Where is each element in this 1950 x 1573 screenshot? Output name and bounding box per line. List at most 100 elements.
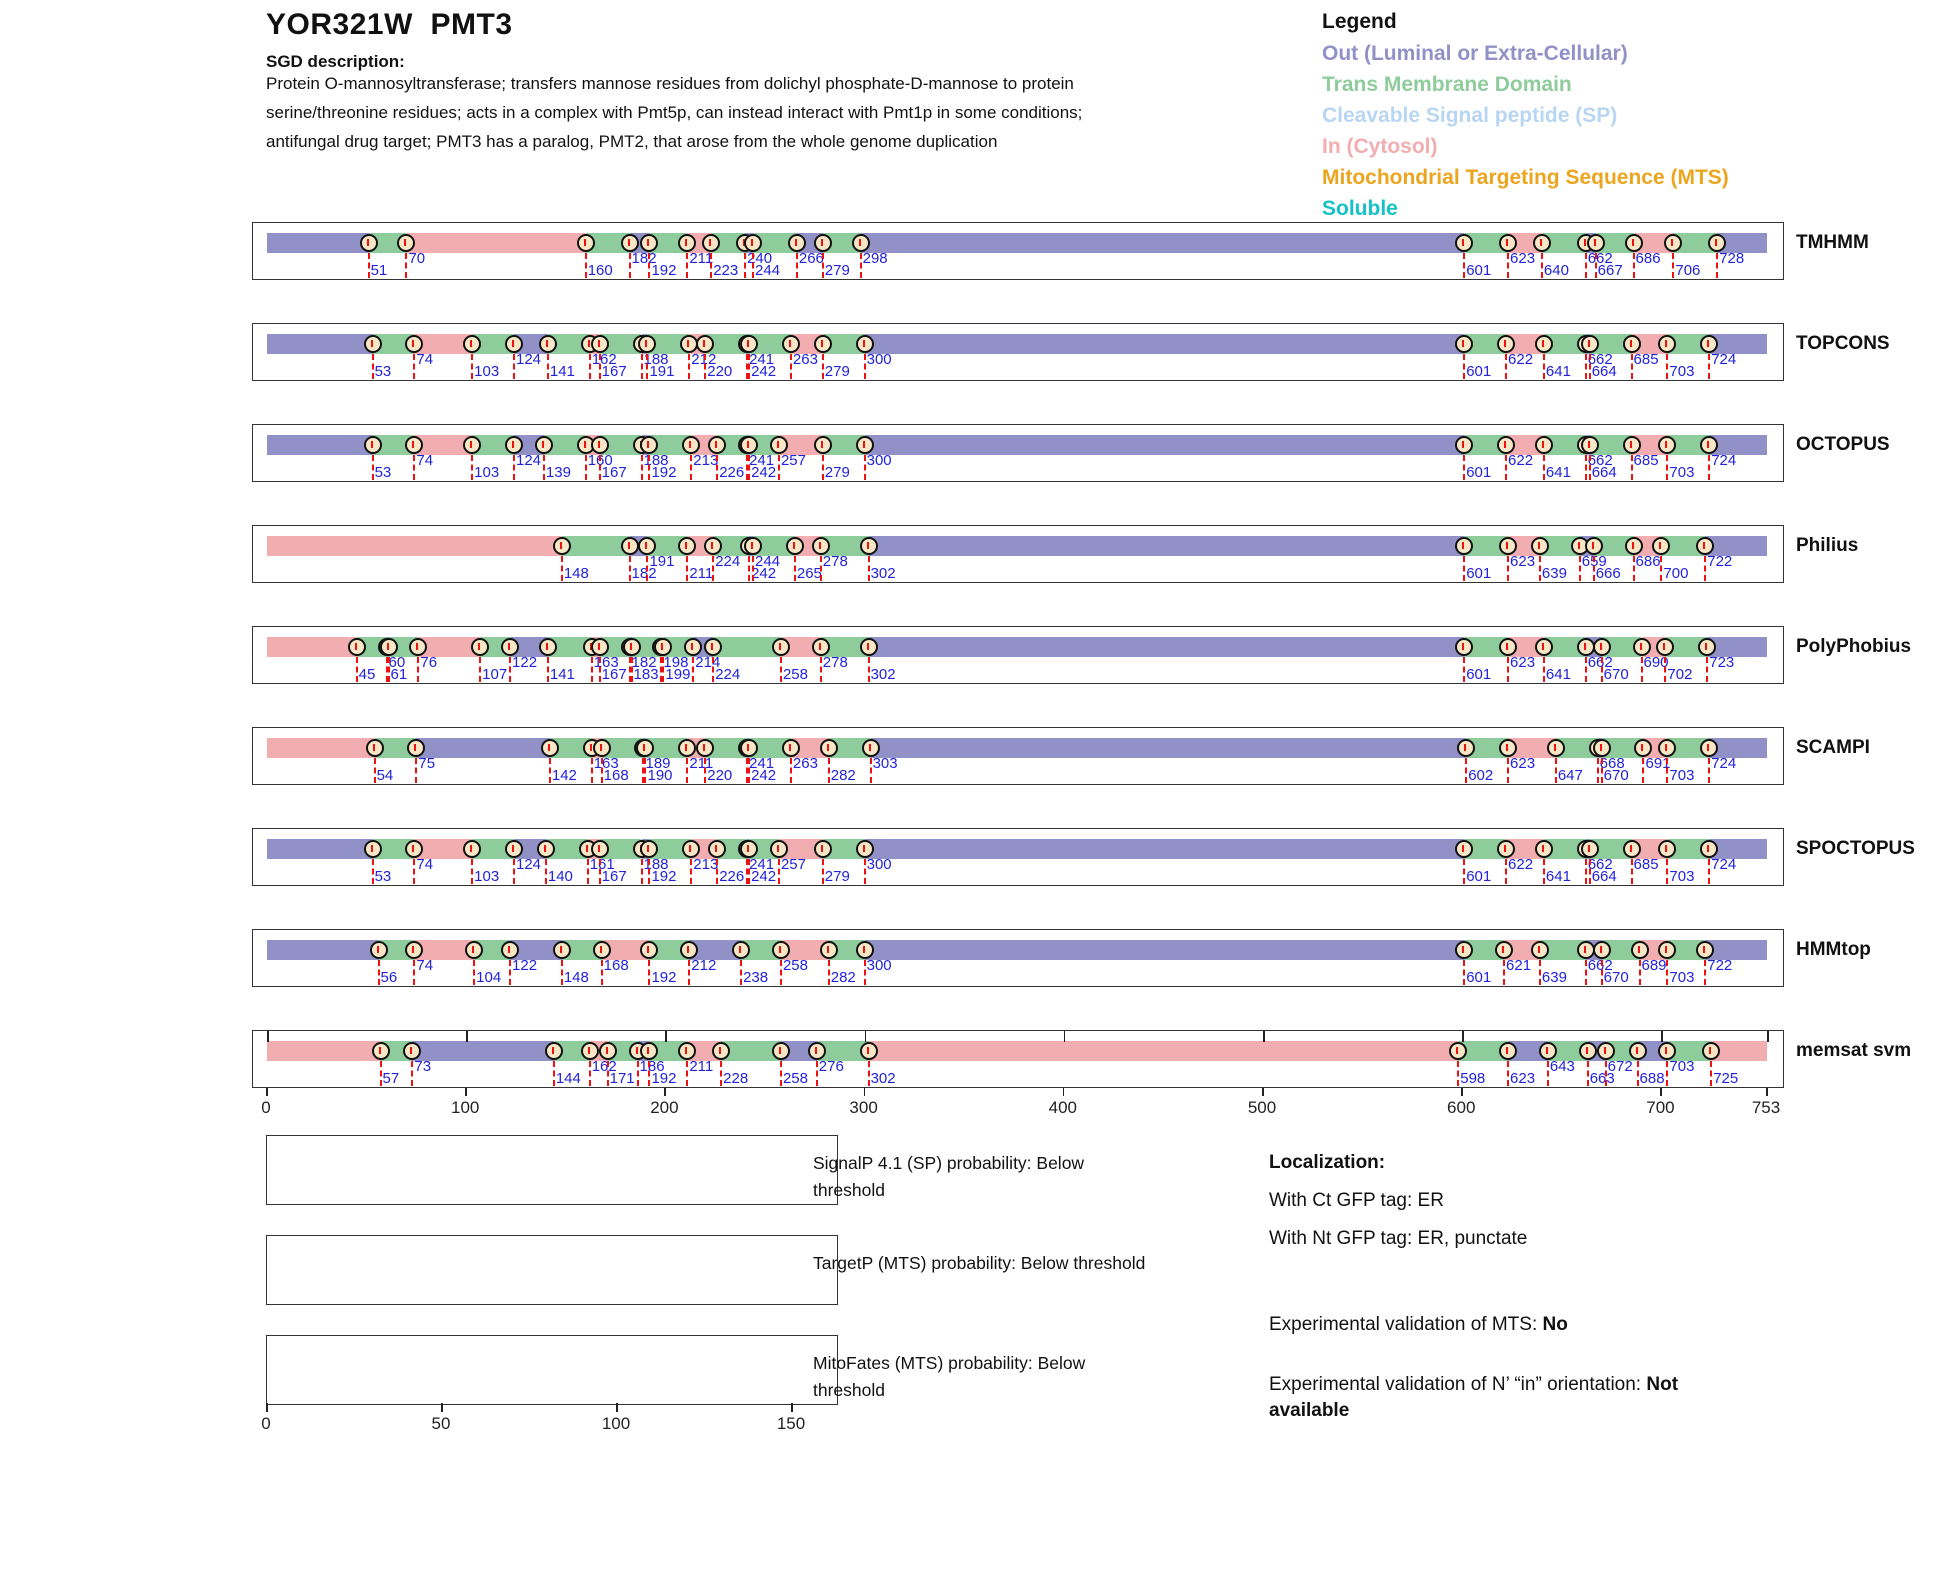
boundary-marker <box>855 840 874 858</box>
boundary-marker <box>1580 840 1599 858</box>
boundary-marker <box>1449 1042 1468 1060</box>
topology-segment-in <box>414 334 473 354</box>
boundary-label: 242 <box>751 464 777 481</box>
topology-segment-in <box>267 1041 381 1061</box>
topology-segment-out <box>510 940 562 960</box>
boundary-line <box>1505 859 1508 884</box>
axis-tick <box>1462 1031 1464 1042</box>
boundary-marker <box>855 941 874 959</box>
boundary-label: 74 <box>416 957 434 974</box>
boundary-line <box>513 859 515 884</box>
boundary-marker <box>696 335 715 353</box>
probability-plot-box <box>266 1235 838 1305</box>
boundary-marker <box>1628 1042 1647 1060</box>
prob-axis-tick <box>441 1403 443 1412</box>
boundary-label: 53 <box>374 464 392 481</box>
topology-segment-tm <box>741 940 781 960</box>
boundary-line <box>1708 455 1711 480</box>
boundary-label: 641 <box>1545 666 1571 683</box>
boundary-marker <box>590 436 609 454</box>
boundary-marker <box>740 436 759 454</box>
boundary-marker <box>1497 436 1516 454</box>
topology-segment-out <box>864 940 1465 960</box>
boundary-line <box>1507 556 1510 581</box>
boundary-marker <box>620 234 639 252</box>
boundary-line <box>704 758 707 783</box>
boundary-marker <box>1530 941 1549 959</box>
boundary-marker <box>851 234 870 252</box>
boundary-line <box>385 657 388 682</box>
axis-tick <box>267 1031 269 1042</box>
boundary-line <box>1600 960 1603 985</box>
boundary-line <box>1660 556 1663 581</box>
boundary-line <box>716 859 719 884</box>
topology-segment-tm <box>553 1041 590 1061</box>
boundary-label: 160 <box>587 262 613 279</box>
topology-segment-tm <box>1595 233 1634 253</box>
boundary-label: 303 <box>872 755 898 772</box>
boundary-line <box>821 354 824 379</box>
boundary-label: 700 <box>1663 565 1689 582</box>
topology-segment-tm <box>1601 637 1642 657</box>
boundary-marker <box>769 436 788 454</box>
topology-segment-tm <box>543 435 586 455</box>
boundary-line <box>473 960 476 985</box>
boundary-line <box>1666 960 1669 985</box>
boundary-label: 300 <box>866 856 892 873</box>
boundary-label: 182 <box>631 565 657 582</box>
boundary-label: 664 <box>1591 868 1617 885</box>
boundary-marker <box>861 739 880 757</box>
boundary-line <box>1463 859 1466 884</box>
boundary-label: 257 <box>780 856 806 873</box>
boundary-label: 104 <box>476 969 502 986</box>
boundary-marker <box>640 941 659 959</box>
boundary-label: 188 <box>643 351 669 368</box>
boundary-line <box>1463 354 1466 379</box>
boundary-line <box>377 960 380 985</box>
boundary-label: 183 <box>633 666 659 683</box>
topology-segment-tm <box>822 839 865 859</box>
boundary-line <box>509 657 512 682</box>
boundary-label: 685 <box>1633 351 1659 368</box>
boundary-line <box>648 960 651 985</box>
boundary-line <box>1546 1061 1549 1086</box>
boundary-line <box>598 455 601 480</box>
boundary-label: 107 <box>482 666 508 683</box>
boundary-label: 76 <box>420 654 438 671</box>
axis-tick <box>1660 1086 1662 1096</box>
probability-plot-label: MitoFates (MTS) probability: Below thresh… <box>813 1350 1153 1404</box>
topology-segment-out <box>416 738 550 758</box>
boundary-line <box>600 960 603 985</box>
boundary-line <box>640 859 643 884</box>
boundary-label: 691 <box>1645 755 1671 772</box>
boundary-marker <box>538 335 557 353</box>
boundary-marker <box>1664 234 1683 252</box>
boundary-line <box>1672 253 1675 278</box>
boundary-marker <box>708 840 727 858</box>
boundary-label: 186 <box>639 1058 665 1075</box>
topology-segment-in <box>267 738 375 758</box>
topology-segment-tm <box>649 940 690 960</box>
boundary-label: 74 <box>416 351 434 368</box>
boundary-line <box>371 859 374 884</box>
boundary-line <box>640 354 643 379</box>
boundary-line <box>648 859 651 884</box>
boundary-marker <box>696 739 715 757</box>
boundary-line <box>584 455 587 480</box>
boundary-label: 265 <box>796 565 822 582</box>
topology-segment-tm <box>549 738 592 758</box>
boundary-label: 601 <box>1466 969 1492 986</box>
boundary-marker <box>1530 537 1549 555</box>
boundary-line <box>1465 758 1468 783</box>
boundary-label: 224 <box>715 666 741 683</box>
boundary-marker <box>1696 537 1715 555</box>
boundary-marker <box>811 537 830 555</box>
topology-segment-tm <box>585 233 630 253</box>
boundary-line <box>1630 354 1633 379</box>
boundary-label: 56 <box>380 969 398 986</box>
track-label-hmmtop: HMMtop <box>1796 939 1871 960</box>
boundary-line <box>1584 657 1587 682</box>
boundary-marker <box>704 638 723 656</box>
topology-segment-in <box>1508 637 1544 657</box>
topology-segment-tm <box>1543 334 1586 354</box>
